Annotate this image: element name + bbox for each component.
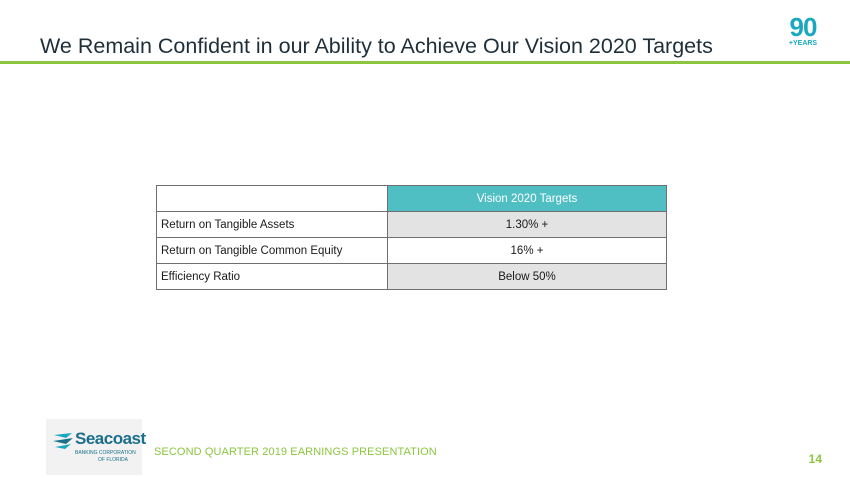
vision-targets-table: Vision 2020 Targets Return on Tangible A…	[156, 185, 667, 290]
sail-icon	[53, 433, 73, 449]
slide-title: We Remain Confident in our Ability to Ac…	[40, 34, 713, 58]
logo-name: Seacoast	[75, 429, 146, 448]
footer-text: SECOND QUARTER 2019 EARNINGS PRESENTATIO…	[154, 446, 437, 458]
badge-subtitle: +YEARS	[788, 40, 818, 47]
title-divider	[0, 61, 850, 64]
header-empty-cell	[156, 185, 388, 212]
seacoast-logo: Seacoast BANKING CORPORATION OF FLORIDA	[46, 419, 146, 475]
table-header-row: Vision 2020 Targets	[156, 185, 667, 212]
row-value: Below 50%	[387, 263, 667, 290]
logo-subtitle-line-1: BANKING CORPORATION	[75, 450, 136, 456]
row-value: 1.30% +	[387, 211, 667, 238]
row-label: Return on Tangible Assets	[156, 211, 388, 238]
table-row: Return on Tangible Assets 1.30% +	[156, 211, 667, 238]
row-label: Efficiency Ratio	[156, 263, 388, 290]
badge-number: 90	[789, 12, 818, 42]
row-label: Return on Tangible Common Equity	[156, 237, 388, 264]
ninety-years-badge: 90 +YEARS	[783, 14, 823, 54]
table-row: Efficiency Ratio Below 50%	[156, 263, 667, 290]
row-value: 16% +	[387, 237, 667, 264]
header-cell: Vision 2020 Targets	[387, 185, 667, 212]
table-row: Return on Tangible Common Equity 16% +	[156, 237, 667, 264]
page-number: 14	[808, 452, 822, 466]
logo-subtitle-line-2: OF FLORIDA	[98, 457, 129, 463]
